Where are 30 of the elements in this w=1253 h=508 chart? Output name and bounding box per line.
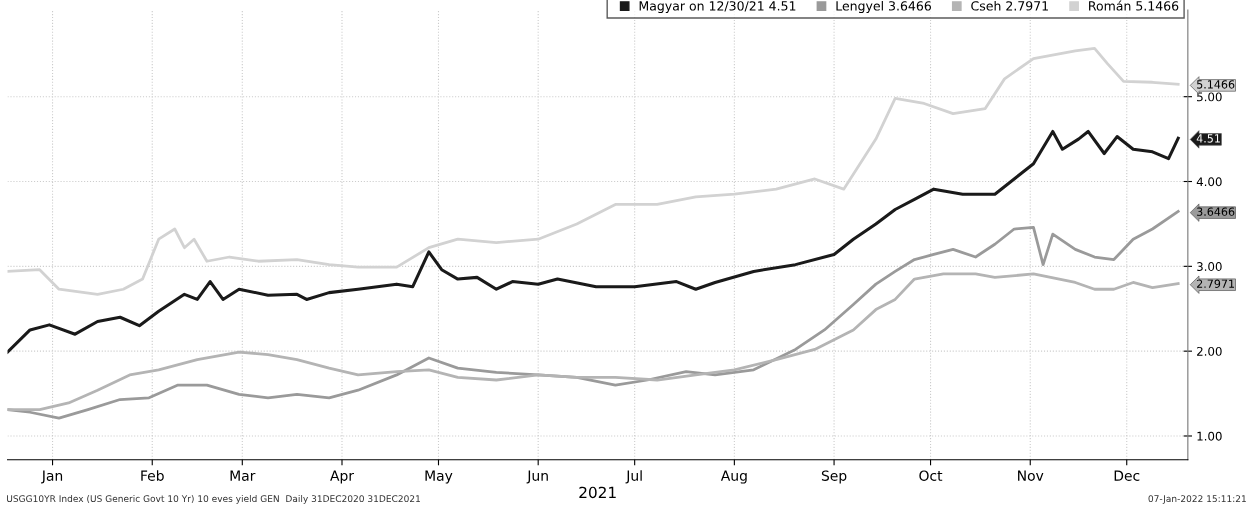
line-series (7, 272, 1180, 412)
y-tick-label: 3.6466 (1197, 207, 1235, 216)
line-series (7, 129, 1180, 354)
x-tick-label: Apr (330, 470, 355, 484)
y-tick-label: 1.00 (1197, 431, 1222, 441)
y-tick-label: 3.00 (1197, 262, 1222, 271)
legend-label: Román 5.1466 (1089, 0, 1179, 11)
y-tick-label: 2.00 (1197, 346, 1222, 356)
x-tick-label: Jun (526, 470, 548, 484)
legend-label: Magyar on 12/30/21 4.51 (639, 1, 796, 14)
text: 07-Jan-2022 15:11:21 (1148, 495, 1246, 504)
legend-label: Cseh 2.7971 (971, 0, 1048, 11)
x-tick-label: Feb (141, 470, 164, 481)
y-tick-label: 2.7971 (1196, 279, 1235, 288)
y-tick-label: 4.00 (1196, 177, 1222, 187)
y-tick-label: 5.1466 (1197, 80, 1235, 89)
x-tick-label: Dec (1114, 470, 1140, 481)
legend-label: Lengyel 3.6466 (836, 0, 931, 14)
y-tick-label: 4.51 (1196, 134, 1220, 143)
x-tick-label: Nov (1018, 470, 1044, 481)
x-axis-title: 2021 (579, 486, 616, 499)
x-tick-label: May (425, 470, 453, 484)
x-tick-label: Sep (821, 470, 847, 484)
y-tick-label: 5.00 (1197, 92, 1222, 102)
x-tick-label: Jan (41, 470, 63, 484)
x-tick-label: Mar (230, 470, 256, 481)
text: USGG10YR Index (US Generic Govt 10 Yr) 10 eves yield GEN Daily 31DEC2020 31DEC2021 (7, 495, 420, 504)
x-tick-label: Jul (625, 470, 642, 484)
x-tick-label: Oct (919, 470, 943, 481)
x-tick-label: Aug (720, 470, 747, 484)
